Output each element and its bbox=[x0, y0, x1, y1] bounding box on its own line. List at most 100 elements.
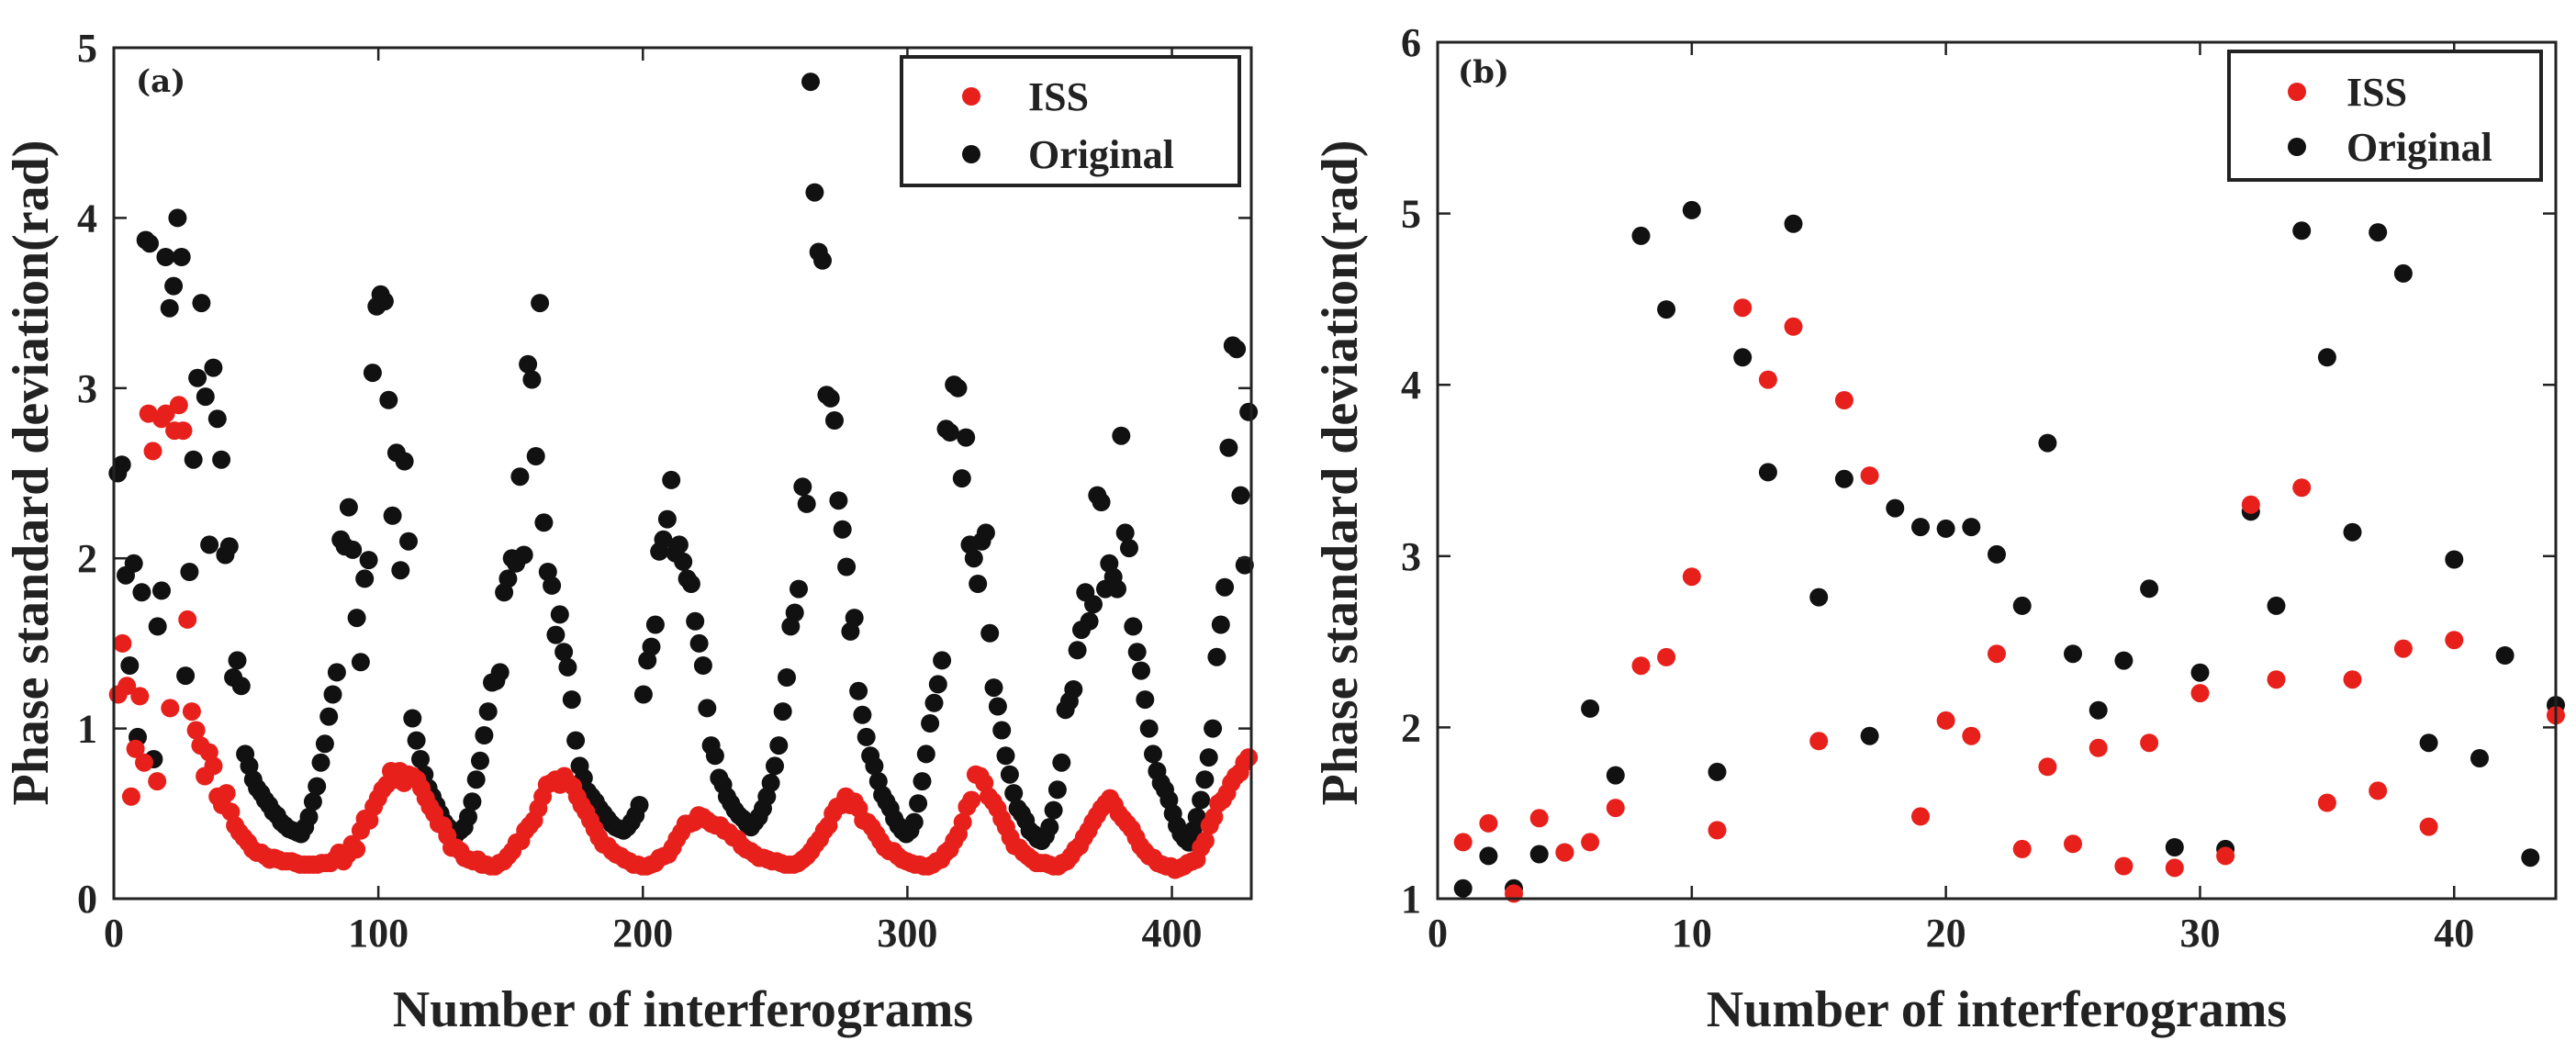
panel-a-point-original bbox=[633, 685, 653, 704]
panel-a-point-original bbox=[299, 808, 319, 826]
panel-a-point-original bbox=[853, 705, 872, 724]
panel-a-x-tick-label: 0 bbox=[104, 911, 124, 956]
panel-a-point-original bbox=[403, 709, 422, 728]
panel-b-point-original bbox=[1860, 726, 1879, 745]
panel-b-label: (b) bbox=[1458, 54, 1509, 91]
panel-b-point-iss bbox=[1529, 809, 1549, 828]
panel-a-point-original bbox=[343, 540, 363, 559]
panel-a-point-original bbox=[231, 677, 251, 696]
panel-b-point-original bbox=[1911, 518, 1930, 537]
panel-b-point-original bbox=[1631, 226, 1651, 245]
panel-b-point-original bbox=[2419, 733, 2438, 753]
panel-a-point-original bbox=[785, 603, 804, 622]
panel-a-point-iss bbox=[204, 756, 223, 776]
panel-a-point-original bbox=[797, 494, 816, 513]
panel-b-point-original bbox=[2495, 646, 2514, 665]
panel-a-point-original bbox=[857, 727, 876, 746]
panel-a-point-original bbox=[534, 513, 554, 532]
panel-a-points bbox=[108, 73, 1259, 879]
panel-b-point-iss bbox=[2140, 733, 2159, 753]
panel-a-point-original bbox=[160, 298, 179, 318]
panel-a-point-original bbox=[200, 535, 219, 554]
panel-a-point-original bbox=[172, 248, 191, 266]
panel-a-point-original bbox=[1132, 661, 1150, 680]
panel-b-point-original bbox=[1657, 300, 1676, 319]
panel-a-point-iss bbox=[178, 610, 197, 629]
panel-a-legend-original-marker bbox=[962, 145, 980, 163]
panel-a-label: (a) bbox=[136, 63, 185, 100]
panel-a-point-iss bbox=[169, 396, 188, 415]
panel-a-point-original bbox=[562, 690, 581, 710]
panel-a-point-original bbox=[693, 656, 712, 675]
panel-a-point-original bbox=[1136, 690, 1155, 710]
panel-a-point-iss bbox=[148, 772, 167, 791]
panel-a-point-original bbox=[526, 447, 545, 465]
panel-a-point-original bbox=[522, 370, 542, 389]
panel-a-x-axis-title: Number of interferograms bbox=[393, 981, 973, 1038]
panel-a-point-original bbox=[1124, 617, 1143, 636]
panel-b-point-iss bbox=[2064, 834, 2082, 854]
panel-a-point-original bbox=[801, 73, 820, 92]
panel-b-legend-original-marker bbox=[2288, 138, 2306, 156]
panel-a-point-original bbox=[531, 294, 550, 313]
panel-a-point-original bbox=[790, 579, 808, 599]
panel-a-point-original bbox=[478, 702, 498, 722]
panel-a-point-original bbox=[355, 569, 375, 588]
panel-a-point-original bbox=[980, 623, 1000, 643]
panel-a-point-iss bbox=[130, 687, 150, 706]
panel-b-chart: 0 10 20 30 40 1 2 3 4 5 6 (b) Number of interfero… bbox=[1312, 20, 2565, 1038]
panel-a-point-original bbox=[1231, 486, 1250, 505]
panel-b-point-iss bbox=[1657, 647, 1676, 666]
panel-a-point-original bbox=[566, 731, 586, 750]
panel-a-point-original bbox=[1192, 790, 1211, 810]
panel-a-point-original bbox=[1139, 719, 1159, 738]
panel-a-point-original bbox=[829, 491, 848, 510]
panel-b-point-original bbox=[2369, 223, 2388, 242]
panel-a-point-original bbox=[351, 653, 370, 672]
panel-b-y-ticks: 1 2 3 4 5 6 bbox=[1401, 20, 2556, 922]
panel-b-point-original bbox=[2064, 644, 2082, 664]
panel-a-point-original bbox=[645, 615, 665, 634]
panel-a-point-original bbox=[1195, 770, 1215, 789]
panel-b-point-iss bbox=[1784, 317, 1803, 336]
panel-a-point-original bbox=[180, 563, 199, 581]
panel-a-point-iss bbox=[143, 442, 162, 461]
panel-b-point-original bbox=[1479, 846, 1498, 866]
panel-b-y-tick-label: 5 bbox=[1401, 192, 1421, 237]
panel-a-point-original bbox=[188, 368, 207, 387]
panel-a-legend: ISS Original bbox=[900, 55, 1241, 187]
panel-a-point-original bbox=[152, 581, 171, 600]
panel-a-point-original bbox=[984, 678, 1003, 698]
panel-a-point-original bbox=[196, 387, 215, 407]
panel-a-point-original bbox=[657, 509, 677, 529]
panel-a-point-original bbox=[813, 251, 832, 270]
panel-b-points bbox=[1453, 200, 2565, 903]
panel-a-point-original bbox=[475, 726, 494, 744]
panel-a-point-original bbox=[558, 657, 577, 677]
panel-b-point-iss bbox=[2393, 639, 2413, 658]
panel-a-point-original bbox=[1219, 438, 1238, 457]
panel-a-point-original bbox=[148, 617, 167, 636]
panel-a-point-original bbox=[837, 557, 857, 576]
panel-a-point-original bbox=[681, 575, 700, 593]
panel-a-point-original bbox=[805, 183, 824, 202]
panel-b-point-iss bbox=[2317, 793, 2336, 812]
panel-a-point-original bbox=[192, 294, 211, 313]
panel-a-y-tick-label: 4 bbox=[77, 196, 97, 241]
panel-a-point-iss bbox=[1239, 748, 1259, 767]
panel-b-x-tick-label: 30 bbox=[2179, 911, 2220, 956]
panel-a-x-tick-label: 400 bbox=[1142, 911, 1203, 956]
panel-a-point-original bbox=[940, 423, 959, 442]
panel-b-point-original bbox=[2267, 596, 2286, 615]
panel-a-point-original bbox=[207, 409, 227, 429]
panel-a-point-original bbox=[184, 450, 203, 469]
panel-b-legend-iss-label: ISS bbox=[2346, 70, 2407, 115]
panel-b-point-original bbox=[2317, 348, 2336, 367]
panel-b-point-iss bbox=[2369, 781, 2388, 800]
panel-a-point-original bbox=[957, 428, 976, 447]
panel-a-point-original bbox=[219, 537, 239, 556]
panel-a-point-original bbox=[120, 656, 140, 675]
panel-a-point-original bbox=[546, 625, 566, 644]
panel-a-y-tick-label: 1 bbox=[77, 707, 97, 752]
